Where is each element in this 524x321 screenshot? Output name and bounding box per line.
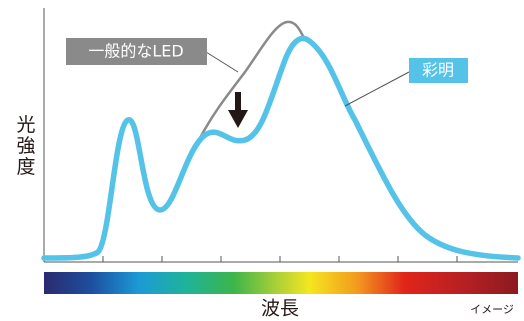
x-axis-label: 波長 [261, 298, 299, 320]
product-curve [41, 35, 521, 261]
conventional-led-curve [198, 20, 307, 139]
conventional-label: 一般的なLED [88, 42, 183, 61]
connector [344, 71, 410, 107]
down-arrow [228, 92, 248, 128]
x-ticks [102, 256, 458, 262]
connector [205, 51, 239, 73]
label-box [409, 58, 468, 83]
product-label: 彩明 [422, 61, 454, 80]
note: イメージ [470, 303, 514, 316]
y-axis-label: 光強度 [14, 114, 36, 177]
spectrum-bar [44, 272, 518, 294]
label-box [66, 38, 207, 65]
